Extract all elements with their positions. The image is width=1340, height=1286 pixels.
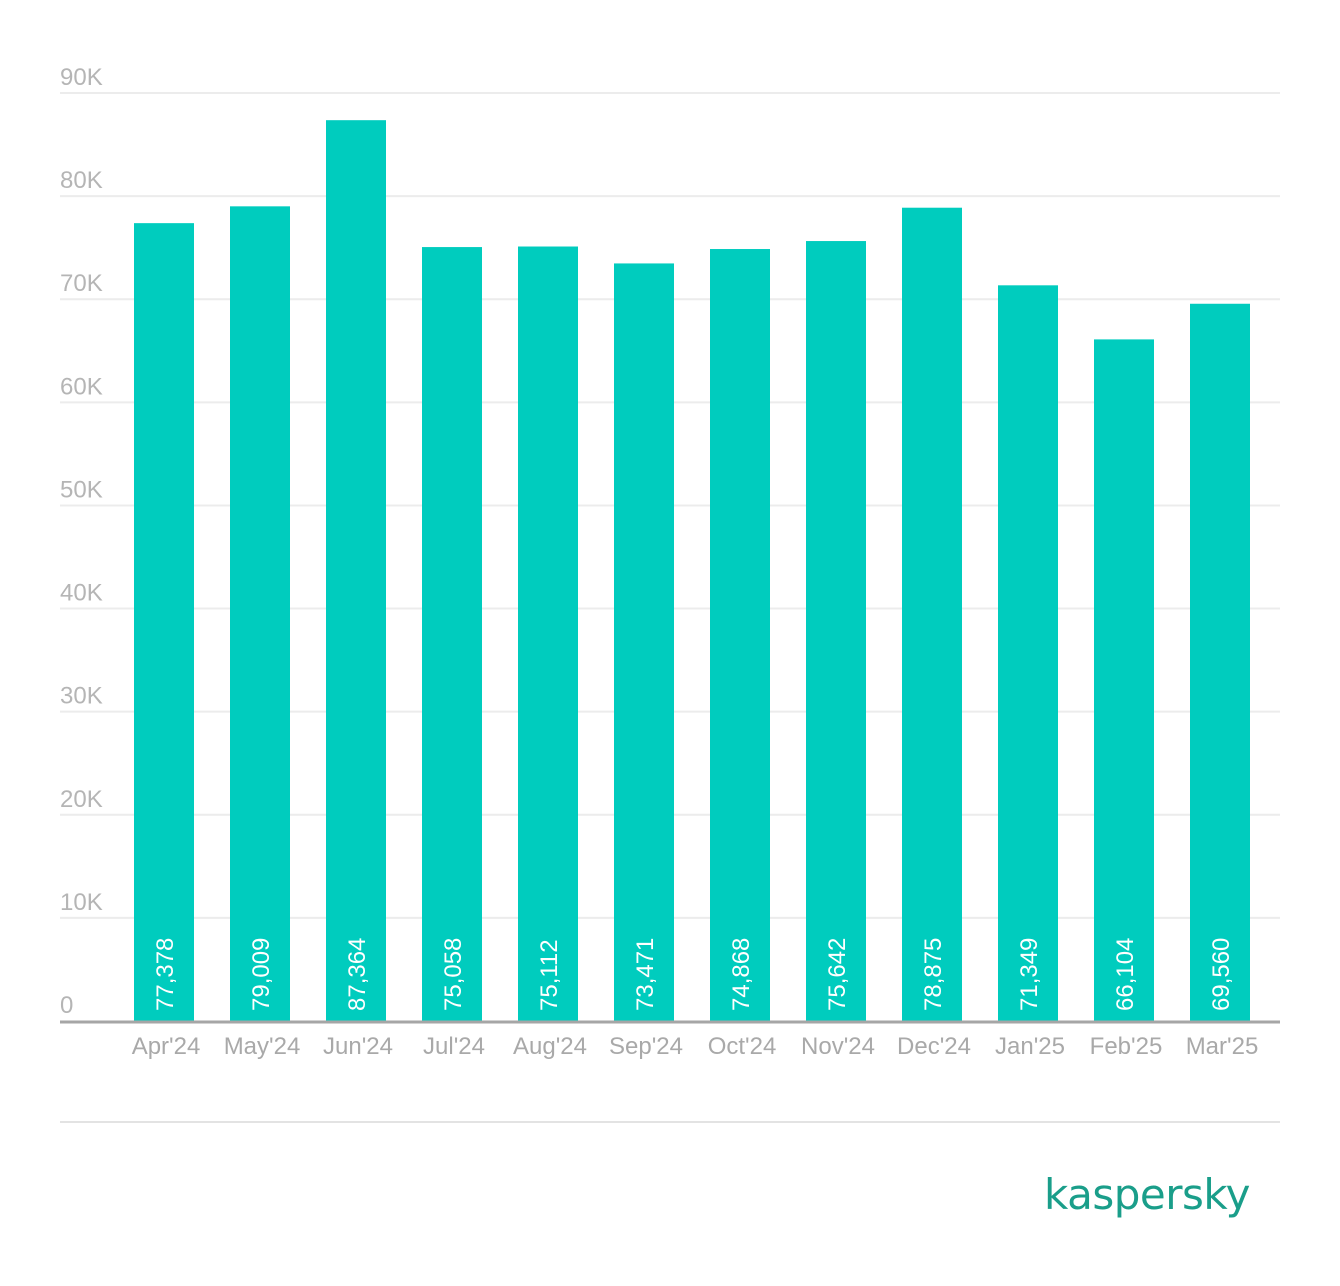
bar-value-label: 79,009 [248, 938, 275, 1011]
y-tick-label: 60K [60, 373, 103, 400]
bar [998, 285, 1058, 1022]
bar [902, 207, 962, 1021]
bar [134, 223, 194, 1021]
y-tick-label: 0 [60, 992, 73, 1019]
x-category-label: Sep'24 [609, 1033, 683, 1060]
y-tick-label: 70K [60, 270, 103, 297]
x-category-label: Aug'24 [513, 1033, 587, 1060]
bar-value-label: 74,868 [728, 938, 755, 1011]
bar [1190, 303, 1250, 1021]
bar-value-label: 77,378 [152, 938, 179, 1011]
bar-value-label: 75,058 [440, 938, 467, 1011]
y-tick-label: 40K [60, 580, 103, 607]
x-axis-category-labels: Apr'24 May'24 Jun'24 Jul'24 Aug'24 Sep'24 Oct'… [132, 1033, 1259, 1060]
y-tick-label: 30K [60, 683, 103, 710]
bar [710, 249, 770, 1022]
bar [1094, 339, 1154, 1022]
x-category-label: Apr'24 [132, 1033, 201, 1060]
y-axis-tick-labels: 0 10K 20K 30K 40K 50K 60K 70K 80K 90K [60, 64, 103, 1019]
bar [614, 263, 674, 1021]
bar-value-label: 75,112 [536, 939, 563, 1011]
x-category-label: Oct'24 [708, 1033, 777, 1060]
bar [326, 120, 386, 1021]
bar-value-label: 71,349 [1016, 938, 1043, 1011]
bar [806, 241, 866, 1021]
bar-value-label: 73,471 [632, 938, 659, 1011]
y-tick-label: 80K [60, 167, 103, 194]
x-category-label: Nov'24 [801, 1033, 875, 1060]
y-tick-label: 10K [60, 889, 103, 916]
x-category-label: Jun'24 [323, 1033, 393, 1060]
bar-value-label: 78,875 [920, 938, 947, 1011]
x-category-label: Jan'25 [995, 1033, 1065, 1060]
x-category-label: Feb'25 [1090, 1033, 1163, 1060]
bar-value-label: 75,642 [824, 938, 851, 1011]
bar [518, 246, 578, 1021]
bar [230, 206, 290, 1022]
x-category-label: Jul'24 [423, 1033, 485, 1060]
kaspersky-logo: kaspersky [1044, 1170, 1251, 1219]
bar-value-label: 66,104 [1112, 938, 1139, 1011]
bar-value-label: 69,560 [1208, 938, 1235, 1011]
x-category-label: Dec'24 [897, 1033, 971, 1060]
bar-value-label: 87,364 [344, 938, 371, 1011]
x-category-label: Mar'25 [1186, 1033, 1259, 1060]
y-tick-label: 50K [60, 476, 103, 503]
x-category-label: May'24 [224, 1033, 301, 1060]
y-tick-label: 90K [60, 64, 103, 91]
y-tick-label: 20K [60, 786, 103, 813]
bar [422, 247, 482, 1022]
bars: 77,378 79,009 87,364 75,058 75,112 73,471 74,8… [134, 120, 1250, 1022]
